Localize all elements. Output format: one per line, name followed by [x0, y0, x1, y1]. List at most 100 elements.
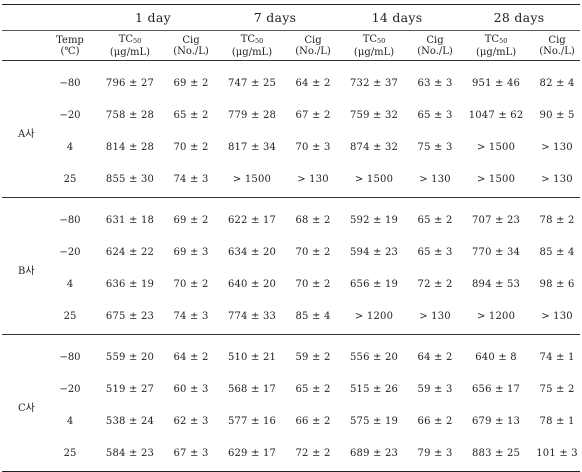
cig-value-cell: > 130 [412, 300, 459, 335]
cig-value-cell: 75 ± 2 [539, 383, 575, 395]
tc50-label: TC [118, 33, 134, 45]
cig-value-cell: 62 ± 3 [173, 415, 209, 427]
tc50-subscript: 50 [499, 36, 508, 45]
tc50-value-cell: 538 ± 24 [105, 415, 155, 427]
tc50-value-cell: 747 ± 25 [227, 77, 277, 89]
corner-cell [2, 4, 48, 31]
cig-value-cell: 74 ± 3 [168, 300, 215, 335]
cig-value-cell: 65 ± 2 [173, 109, 209, 121]
tc50-value-cell: 656 ± 17 [471, 383, 521, 395]
tc50-value-cell: 732 ± 37 [349, 77, 399, 89]
cig-unit: (No./L) [295, 45, 331, 57]
tc50-value-cell: 689 ± 23 [336, 437, 413, 472]
cig-header: Cig (No./L) [168, 30, 215, 61]
cig-value-cell: 79 ± 3 [412, 437, 459, 472]
tc50-value-cell: 575 ± 19 [349, 415, 399, 427]
tc50-subscript: 50 [255, 36, 264, 45]
tc50-value-cell: 631 ± 18 [105, 214, 155, 226]
temperature-cell: 25 [48, 163, 92, 198]
temp-header-unit: (℃) [60, 45, 80, 57]
tc50-value-cell: 592 ± 19 [349, 214, 399, 226]
tc50-value-cell: 656 ± 19 [349, 278, 399, 290]
cig-value-cell: > 130 [534, 163, 581, 198]
tc50-header: TC50 (μg/mL) [458, 30, 535, 61]
tc50-value-cell: > 1200 [336, 300, 413, 335]
cig-value-cell: 66 ± 2 [417, 415, 453, 427]
tc50-value-cell: 584 ± 23 [92, 437, 168, 472]
tc50-value-cell: 510 ± 21 [227, 351, 277, 363]
tc50-header: TC50 (μg/mL) [214, 30, 291, 61]
cig-value-cell: 70 ± 3 [295, 141, 331, 153]
cig-value-cell: 69 ± 2 [173, 214, 209, 226]
tc50-value-cell: 883 ± 25 [458, 437, 535, 472]
table-row: 25 675 ± 23 74 ± 3 774 ± 33 85 ± 4 > 1200 > 13… [2, 300, 581, 335]
cig-value-cell: 74 ± 3 [168, 163, 215, 198]
cig-value-cell: 64 ± 2 [295, 77, 331, 89]
cig-value-cell: 78 ± 1 [539, 415, 575, 427]
tc50-value-cell: 624 ± 22 [105, 246, 155, 258]
cig-value-cell: 70 ± 2 [295, 278, 331, 290]
temperature-cell: −80 [59, 351, 81, 363]
tc50-value-cell: 758 ± 28 [105, 109, 155, 121]
cig-value-cell: 70 ± 2 [173, 278, 209, 290]
tc50-value-cell: 636 ± 19 [105, 278, 155, 290]
tc50-value-cell: 634 ± 20 [227, 246, 277, 258]
temperature-cell: 25 [48, 437, 92, 472]
tc50-value-cell: > 1500 [476, 141, 516, 153]
cig-value-cell: 67 ± 3 [168, 437, 215, 472]
tc50-value-cell: 779 ± 28 [227, 109, 277, 121]
table-row: 4 538 ± 24 62 ± 3 577 ± 16 66 ± 2 575 ± 19 66 … [2, 405, 580, 437]
temperature-cell: −80 [59, 214, 81, 226]
cig-value-cell: 98 ± 6 [539, 278, 575, 290]
tc50-value-cell: 951 ± 46 [471, 77, 521, 89]
company-label: A사 [2, 60, 48, 198]
cig-value-cell: 69 ± 3 [173, 246, 209, 258]
cig-value-cell: > 130 [290, 163, 337, 198]
table-body: A사 −80 796 ± 27 69 ± 2 747 ± 25 64 ± 2 732 ± 3… [2, 60, 581, 472]
temperature-cell: −20 [59, 109, 81, 121]
table-row: 4 636 ± 19 70 ± 2 640 ± 20 70 ± 2 656 ± 19 72 … [2, 268, 580, 300]
cig-value-cell: 72 ± 2 [417, 278, 453, 290]
table-row: −20 758 ± 28 65 ± 2 779 ± 28 67 ± 2 759 ± 32 6… [2, 99, 580, 131]
tc50-value-cell: 577 ± 16 [227, 415, 277, 427]
tc50-subscript: 50 [133, 36, 142, 45]
temperature-cell: −20 [59, 383, 81, 395]
table-row: −20 624 ± 22 69 ± 3 634 ± 20 70 ± 2 594 ± 23 6… [2, 236, 580, 268]
cig-unit: (No./L) [173, 45, 209, 57]
tc50-unit: (μg/mL) [231, 46, 273, 58]
tc50-value-cell: 814 ± 28 [105, 141, 155, 153]
tc50-label: TC [362, 33, 378, 45]
cig-value-cell: 65 ± 3 [417, 109, 453, 121]
cig-value-cell: 65 ± 3 [417, 246, 453, 258]
cig-value-cell: 68 ± 2 [295, 214, 331, 226]
cig-value-cell: 64 ± 2 [173, 351, 209, 363]
company-label: C사 [2, 334, 48, 472]
temperature-cell: 25 [48, 300, 92, 335]
tc50-value-cell: 855 ± 30 [92, 163, 168, 198]
cig-value-cell: 63 ± 3 [417, 77, 453, 89]
cig-value-cell: 67 ± 2 [295, 109, 331, 121]
cig-value-cell: 64 ± 2 [417, 351, 453, 363]
temp-header-label: Temp [56, 34, 84, 46]
tc50-value-cell: 640 ± 8 [475, 351, 517, 363]
cig-label: Cig [182, 34, 200, 46]
tc50-value-cell: 556 ± 20 [349, 351, 399, 363]
cig-value-cell: 70 ± 2 [295, 246, 331, 258]
period-header: 7 days [214, 4, 337, 31]
temperature-cell: −20 [59, 246, 81, 258]
cig-value-cell: 70 ± 2 [173, 141, 209, 153]
temperature-cell: −80 [59, 77, 81, 89]
cig-value-cell: 59 ± 2 [295, 351, 331, 363]
cig-label: Cig [304, 34, 322, 46]
tc50-value-cell: 774 ± 33 [214, 300, 291, 335]
tc50-value-cell: 675 ± 23 [92, 300, 168, 335]
cig-label: Cig [426, 34, 444, 46]
tc50-value-cell: 796 ± 27 [105, 77, 155, 89]
cig-value-cell: 72 ± 2 [290, 437, 337, 472]
tc50-value-cell: 707 ± 23 [471, 214, 521, 226]
tc50-value-cell: 817 ± 34 [227, 141, 277, 153]
cig-value-cell: 85 ± 4 [290, 300, 337, 335]
stability-table: 1 day 7 days 14 days 28 days Temp (℃) TC… [2, 4, 581, 472]
tc50-value-cell: 515 ± 26 [349, 383, 399, 395]
